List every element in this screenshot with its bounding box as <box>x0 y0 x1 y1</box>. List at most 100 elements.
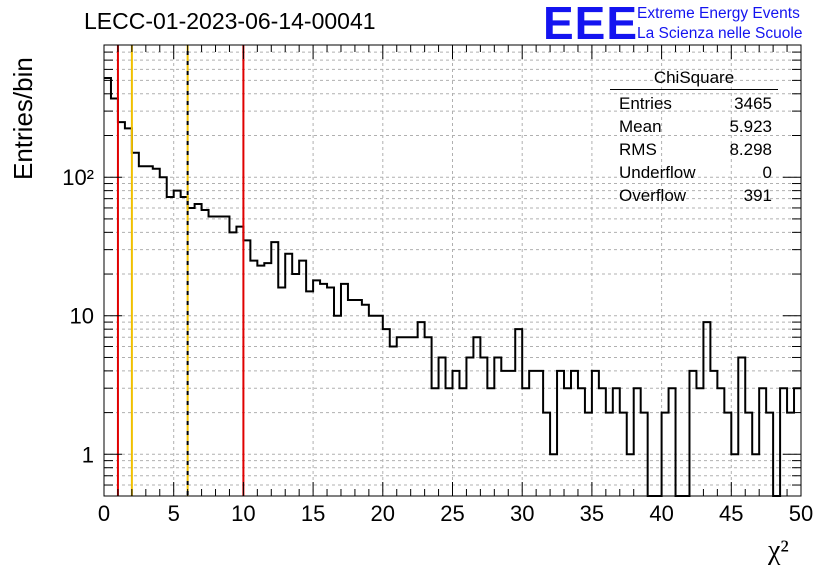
histogram-bin <box>195 204 202 496</box>
histogram-outline <box>104 77 801 497</box>
histogram-bin <box>320 284 327 496</box>
histogram-bin <box>466 357 473 496</box>
histogram-bin <box>432 388 439 496</box>
histogram-bin <box>160 177 167 496</box>
histogram-bin <box>745 413 752 496</box>
histogram-bin <box>703 322 710 496</box>
histogram-bin <box>689 371 696 496</box>
histogram-bin <box>229 232 236 496</box>
histogram-bin <box>139 166 146 496</box>
x-tick-label: 0 <box>98 501 110 526</box>
histogram-bin <box>250 261 257 496</box>
x-tick-label: 40 <box>649 501 673 526</box>
histogram-bin <box>459 388 466 496</box>
histogram-bin <box>599 388 606 496</box>
histogram-bin <box>578 388 585 496</box>
histogram-bin <box>487 388 494 496</box>
histogram-bin <box>362 305 369 496</box>
eee-logo: EEE <box>543 0 639 49</box>
histogram-bin <box>752 454 759 496</box>
histogram-bin <box>264 263 271 496</box>
histogram-bin <box>355 300 362 496</box>
histogram-bin <box>209 217 216 496</box>
histogram-bin <box>334 316 341 496</box>
histogram-bin <box>104 78 111 496</box>
histogram-bin <box>341 284 348 496</box>
histogram-bin <box>592 371 599 496</box>
stats-label: RMS <box>619 140 657 159</box>
histogram-bin <box>216 217 223 496</box>
histogram-bin <box>299 261 306 496</box>
cut-lines <box>116 45 245 496</box>
logo-line-2: La Scienza nelle Scuole <box>637 25 803 42</box>
histogram-bin <box>571 371 578 496</box>
histogram-bin <box>202 210 209 496</box>
histogram-bin <box>411 337 418 496</box>
histogram-bin <box>118 122 125 496</box>
histogram-bin <box>404 337 411 496</box>
stats-row: Overflow 391 <box>610 184 778 207</box>
stats-label: Overflow <box>619 186 687 205</box>
histogram-bin <box>766 413 773 496</box>
histogram-bin <box>731 454 738 496</box>
histogram-bin <box>306 291 313 496</box>
histogram-bin <box>473 337 480 496</box>
stats-row: Mean 5.923 <box>610 115 778 138</box>
y-tick-label: 10 <box>70 304 94 329</box>
histogram-bin <box>327 287 334 496</box>
histogram-bin <box>508 371 515 496</box>
stats-label: Entries <box>619 94 672 113</box>
y-tick-label: 1 <box>82 442 94 467</box>
histogram-bin <box>717 388 724 496</box>
chart-title: LECC-01-2023-06-14-00041 <box>84 8 376 34</box>
histogram-bin <box>313 280 320 496</box>
histogram-bin <box>236 227 243 496</box>
x-tick-label: 45 <box>719 501 743 526</box>
histogram-bin <box>613 388 620 496</box>
histogram-bin <box>418 322 425 496</box>
histogram-bin <box>348 300 355 496</box>
y-axis-label: Entries/bin <box>8 57 38 180</box>
stats-row: Underflow 0 <box>610 161 778 184</box>
histogram-bin <box>439 357 446 496</box>
histogram-bin <box>669 388 676 496</box>
histogram-bin <box>564 388 571 496</box>
histogram-bin <box>167 197 174 496</box>
stats-title: ChiSquare <box>610 68 778 90</box>
histogram-bin <box>222 217 229 496</box>
histogram-bin <box>724 413 731 496</box>
histogram-bin <box>780 388 787 496</box>
histogram-bin <box>271 242 278 496</box>
stats-row: Entries 3465 <box>610 92 778 115</box>
histogram-bin <box>278 287 285 496</box>
x-axis-label: χ² <box>768 535 789 566</box>
x-tick-label: 25 <box>440 501 464 526</box>
histogram-bin <box>794 388 801 496</box>
histogram-bin <box>376 316 383 496</box>
histogram-bin <box>257 266 264 496</box>
histogram <box>104 77 801 497</box>
logo-line-1: Extreme Energy Events <box>637 5 800 22</box>
stats-box: ChiSquare Entries 3465 Mean 5.923 RMS 8.298… <box>610 68 778 207</box>
histogram-bin <box>146 166 153 496</box>
histogram-bin <box>557 371 564 496</box>
histogram-bin <box>501 371 508 496</box>
histogram-bin <box>620 413 627 496</box>
histogram-bin <box>585 413 592 496</box>
stats-value: 8.298 <box>729 140 772 159</box>
logo-text: Extreme Energy Events La Scienza nelle S… <box>637 4 802 44</box>
histogram-bin <box>710 371 717 496</box>
histogram-bin <box>641 413 648 496</box>
histogram-bin <box>696 388 703 496</box>
x-tick-label: 15 <box>301 501 325 526</box>
histogram-bin <box>627 454 634 496</box>
stats-value: 0 <box>762 163 772 182</box>
x-tick-label: 50 <box>789 501 813 526</box>
histogram-bin <box>634 388 641 496</box>
histogram-bin <box>390 346 397 496</box>
histogram-bin <box>111 98 118 496</box>
histogram-bin <box>453 371 460 496</box>
stats-label: Mean <box>619 117 662 136</box>
histogram-bin <box>153 169 160 496</box>
